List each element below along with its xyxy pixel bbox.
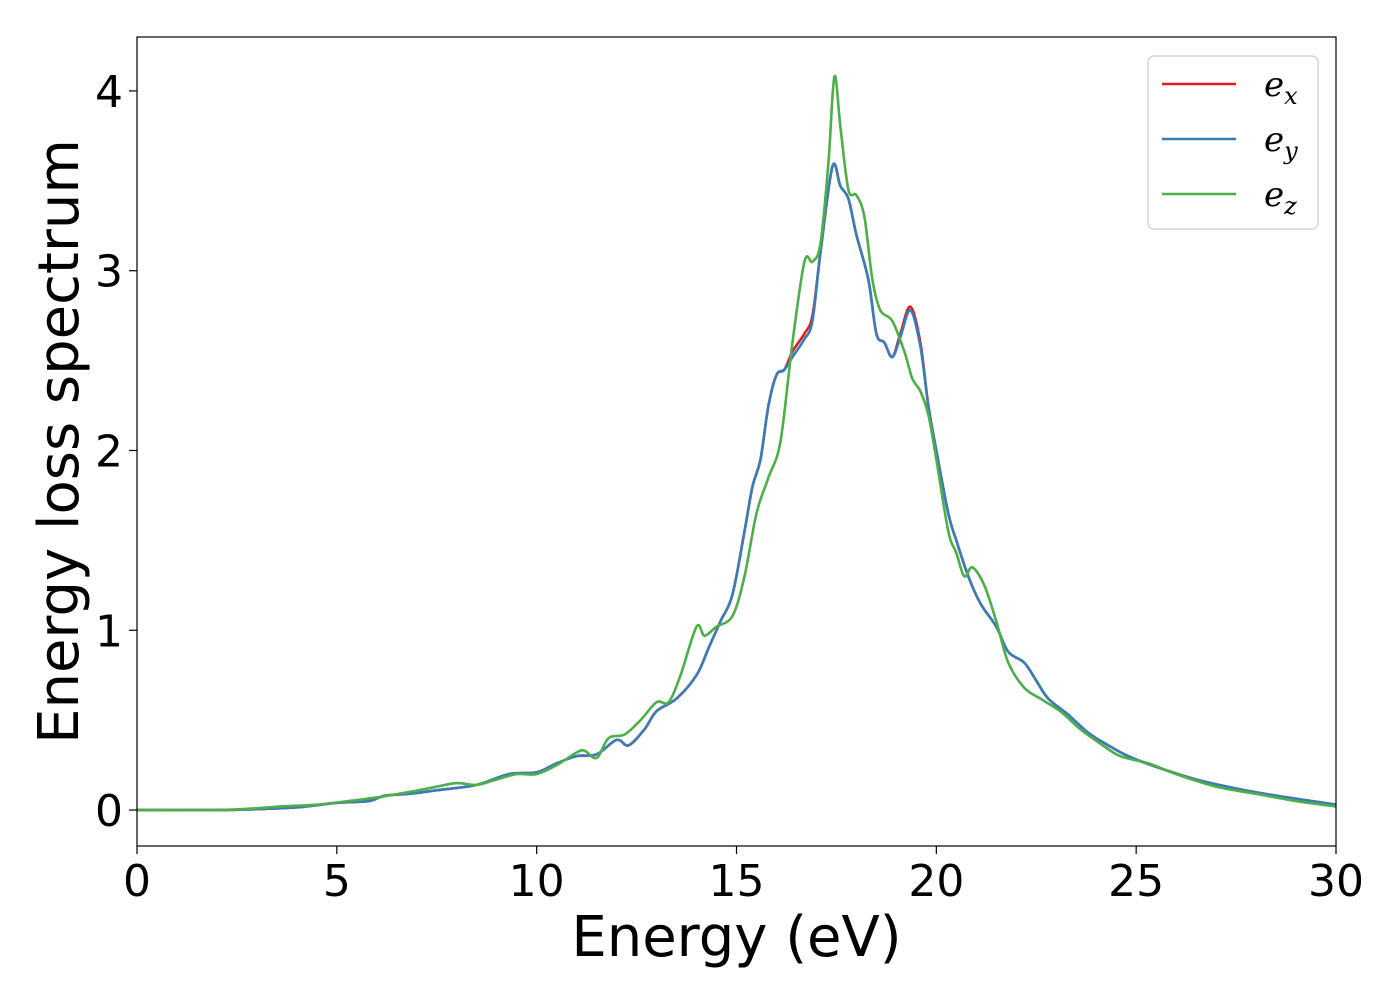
x-tick-label: 15	[709, 856, 765, 907]
x-axis-title: Energy (eV)	[571, 905, 901, 970]
legend-label: ex	[1264, 65, 1298, 110]
legend-label-subscript: z	[1283, 192, 1297, 220]
y-tick-label: 1	[95, 606, 123, 657]
x-tick-label: 10	[509, 856, 565, 907]
series-line-e-x	[137, 162, 1336, 812]
x-tick-label: 25	[1108, 856, 1164, 907]
legend-label-base: e	[1264, 120, 1284, 160]
x-tick-label: 0	[123, 856, 151, 907]
legend-label: ey	[1264, 120, 1298, 165]
legend-label-base: e	[1264, 175, 1284, 215]
legend-label-subscript: y	[1283, 137, 1298, 165]
y-axis: 0 1 2 3 4	[95, 67, 137, 837]
x-tick-label: 20	[908, 856, 964, 907]
x-tick-label: 5	[323, 856, 351, 907]
x-tick-label: 30	[1308, 856, 1364, 907]
y-tick-label: 3	[95, 247, 123, 298]
y-axis-title: Energy loss spectrum	[27, 139, 92, 744]
legend-label: ez	[1264, 175, 1297, 220]
legend-label-base: e	[1264, 65, 1284, 105]
series-layer	[137, 74, 1336, 812]
series-line-e-z	[137, 74, 1336, 812]
legend-box	[1147, 55, 1319, 230]
series-line-e-y	[137, 162, 1336, 812]
x-axis: 0 5 10 15 20 25 30	[123, 846, 1364, 907]
legend-label-subscript: x	[1284, 82, 1298, 110]
y-tick-label: 0	[95, 786, 123, 837]
y-tick-label: 4	[95, 67, 123, 118]
y-tick-label: 2	[95, 426, 123, 477]
